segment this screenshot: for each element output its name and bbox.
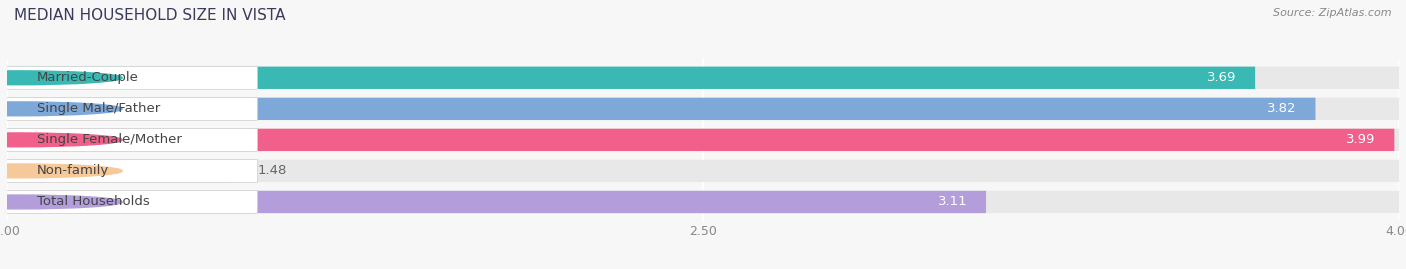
Circle shape: [0, 102, 122, 116]
Text: Single Male/Father: Single Male/Father: [37, 102, 160, 115]
FancyBboxPatch shape: [7, 67, 1256, 89]
Text: Non-family: Non-family: [37, 164, 110, 178]
Text: 1.48: 1.48: [257, 164, 287, 178]
Text: Married-Couple: Married-Couple: [37, 71, 139, 84]
Circle shape: [0, 164, 122, 178]
Text: 3.69: 3.69: [1208, 71, 1237, 84]
FancyBboxPatch shape: [7, 129, 1399, 151]
Circle shape: [0, 195, 122, 209]
FancyBboxPatch shape: [7, 191, 986, 213]
FancyBboxPatch shape: [7, 160, 1399, 182]
FancyBboxPatch shape: [7, 98, 1316, 120]
Text: Single Female/Mother: Single Female/Mother: [37, 133, 181, 146]
FancyBboxPatch shape: [7, 98, 1399, 120]
FancyBboxPatch shape: [0, 128, 257, 151]
Text: 3.99: 3.99: [1347, 133, 1376, 146]
FancyBboxPatch shape: [7, 160, 229, 182]
FancyBboxPatch shape: [0, 66, 257, 89]
FancyBboxPatch shape: [7, 129, 1395, 151]
Circle shape: [0, 133, 122, 147]
Text: Source: ZipAtlas.com: Source: ZipAtlas.com: [1274, 8, 1392, 18]
FancyBboxPatch shape: [7, 191, 1399, 213]
FancyBboxPatch shape: [7, 67, 1399, 89]
FancyBboxPatch shape: [0, 160, 257, 182]
Text: MEDIAN HOUSEHOLD SIZE IN VISTA: MEDIAN HOUSEHOLD SIZE IN VISTA: [14, 8, 285, 23]
Circle shape: [0, 71, 122, 85]
Text: 3.82: 3.82: [1267, 102, 1296, 115]
Text: Total Households: Total Households: [37, 196, 150, 208]
FancyBboxPatch shape: [0, 190, 257, 213]
FancyBboxPatch shape: [0, 97, 257, 120]
Text: 3.11: 3.11: [938, 196, 967, 208]
